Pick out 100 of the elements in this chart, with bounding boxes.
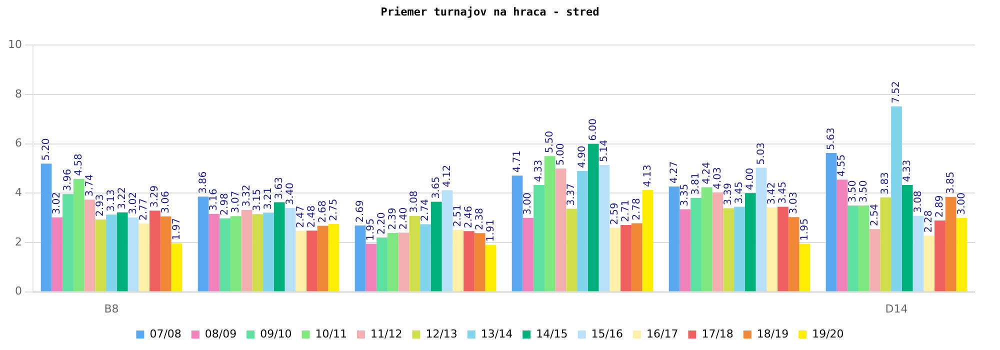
data-label: 3.15 <box>252 188 264 212</box>
legend-label: 17/18 <box>702 327 734 340</box>
bar <box>534 185 544 292</box>
bar <box>274 202 285 292</box>
data-label: 2.47 <box>296 206 307 228</box>
bar <box>138 223 150 292</box>
bar <box>284 208 296 292</box>
data-label: 3.85 <box>945 172 956 194</box>
data-label: 2.54 <box>869 204 880 226</box>
data-label: 1.95 <box>799 218 810 241</box>
bar <box>208 214 220 292</box>
bar <box>366 244 377 292</box>
bar <box>452 230 464 292</box>
bar <box>198 196 209 292</box>
bar <box>241 210 252 292</box>
bar <box>712 192 724 292</box>
data-label: 4.33 <box>534 160 545 182</box>
data-label: 2.75 <box>328 198 340 221</box>
data-label: 3.63 <box>274 177 285 200</box>
bar <box>680 209 691 292</box>
data-label: 3.02 <box>128 192 139 214</box>
bar <box>744 193 756 292</box>
legend-label: 18/19 <box>756 327 789 340</box>
data-label: 5.14 <box>598 140 610 162</box>
data-label: 1.95 <box>366 218 377 241</box>
chart-title: Priemer turnajov na hraca - stred <box>380 5 600 18</box>
bar <box>756 168 767 292</box>
legend-label: 11/12 <box>370 327 402 340</box>
data-label: 3.21 <box>263 187 274 210</box>
bar <box>150 210 160 292</box>
legend-label: 14/15 <box>536 327 568 340</box>
bar <box>73 178 84 292</box>
bar <box>945 196 956 292</box>
bar <box>84 200 96 292</box>
bar <box>474 233 486 292</box>
data-label: 7.52 <box>891 81 902 104</box>
data-label: 2.74 <box>420 198 432 222</box>
bar <box>116 212 128 292</box>
data-label: 2.93 <box>95 194 106 217</box>
data-label: 3.03 <box>788 192 800 214</box>
data-label: 4.27 <box>668 161 680 184</box>
legend-label: 09/10 <box>260 327 292 340</box>
bar <box>826 152 837 292</box>
bar <box>128 217 139 292</box>
data-label: 6.00 <box>588 118 599 141</box>
data-label: 2.38 <box>474 208 486 230</box>
data-label: 2.39 <box>387 208 398 230</box>
bar <box>409 216 420 292</box>
x-tick-label: B8 <box>104 302 119 316</box>
bar <box>442 190 453 292</box>
data-label: 4.33 <box>902 160 913 182</box>
x-tick-label: D14 <box>885 302 908 316</box>
bar <box>869 229 880 292</box>
legend-label: 16/17 <box>646 327 678 340</box>
bar <box>171 243 182 292</box>
bar <box>522 218 534 292</box>
bar <box>642 190 654 292</box>
bar <box>296 230 307 292</box>
data-label: 3.96 <box>62 168 74 192</box>
bar <box>788 217 800 292</box>
data-label: 4.00 <box>744 168 756 190</box>
bar <box>902 185 913 292</box>
bar <box>566 208 578 292</box>
data-label: 3.45 <box>778 181 789 204</box>
data-label: 3.65 <box>430 176 442 199</box>
bar <box>690 198 702 292</box>
bar <box>387 232 398 292</box>
bar <box>848 205 858 292</box>
data-label: 3.40 <box>284 182 296 205</box>
data-label: 3.29 <box>150 185 161 208</box>
data-label: 2.20 <box>376 212 388 235</box>
bar <box>95 220 106 292</box>
bar <box>230 216 242 292</box>
data-label: 3.22 <box>116 187 128 210</box>
data-label: 2.51 <box>452 204 464 227</box>
bar <box>398 232 410 292</box>
data-label: 3.16 <box>208 188 220 211</box>
data-label: 3.32 <box>241 184 252 207</box>
bar <box>555 168 566 292</box>
data-label: 5.63 <box>826 128 837 150</box>
bar <box>912 216 924 292</box>
bar <box>610 228 621 292</box>
data-label: 3.07 <box>230 190 242 214</box>
legend-label: 12/13 <box>426 327 458 340</box>
data-label: 4.24 <box>701 162 712 184</box>
y-tick-label: 8 <box>14 87 22 100</box>
y-tick-label: 2 <box>14 235 22 248</box>
bar <box>328 224 340 292</box>
bar <box>106 214 117 292</box>
data-label: 3.35 <box>680 184 691 206</box>
bar <box>485 244 496 292</box>
data-label: 3.08 <box>912 190 924 213</box>
legend-label: 13/14 <box>480 327 513 340</box>
bar <box>701 187 712 292</box>
data-label: 5.50 <box>544 130 556 154</box>
bar <box>252 214 264 292</box>
bar <box>317 226 328 292</box>
data-label: 2.89 <box>934 195 946 218</box>
bar <box>263 212 274 292</box>
bar <box>588 144 599 292</box>
